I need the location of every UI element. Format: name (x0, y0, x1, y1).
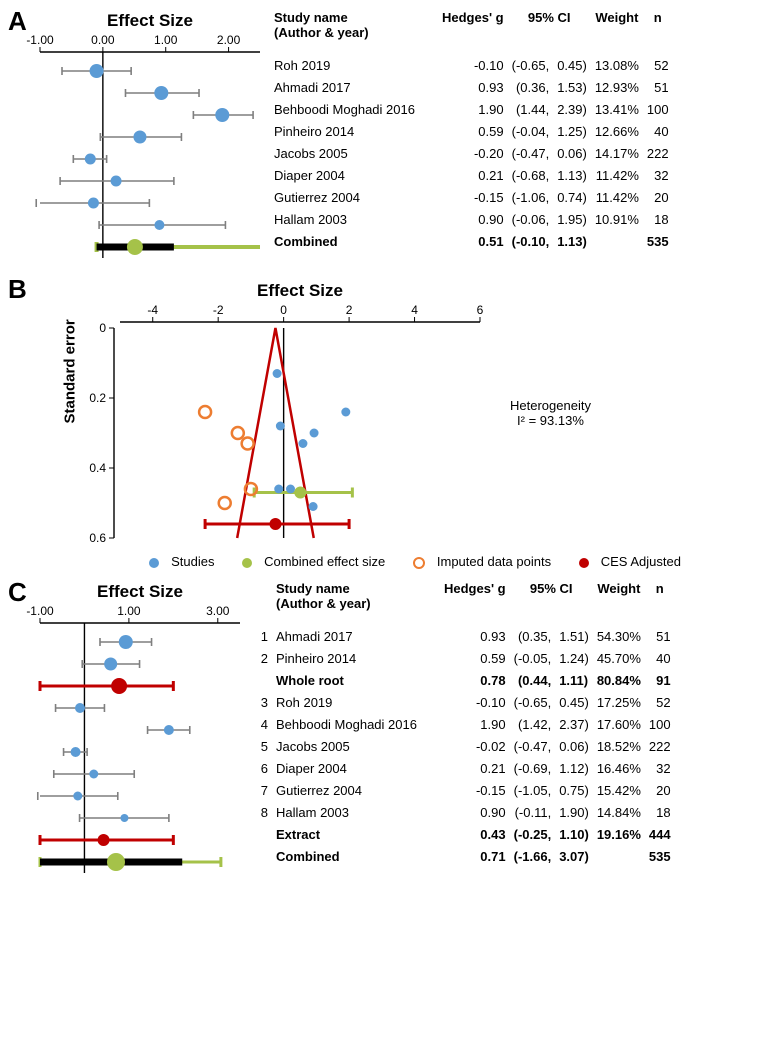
panel-b-label: B (8, 274, 27, 305)
hdr-hg-c: Hedges' g (440, 581, 510, 625)
svg-text:Effect Size: Effect Size (257, 281, 343, 300)
svg-text:0.00: 0.00 (91, 33, 115, 47)
svg-text:0.4: 0.4 (89, 461, 106, 475)
study-name: Extract (272, 823, 440, 845)
svg-text:2.00: 2.00 (217, 33, 241, 47)
hdr-ci-c: 95% CI (510, 581, 593, 625)
study-name: Whole root (272, 669, 440, 691)
panel-a: A Effect Size-1.000.001.002.00 Study nam… (10, 10, 770, 266)
study-name: Gutierrez 2004 (270, 186, 438, 208)
hdr-wt: Weight (591, 10, 643, 54)
svg-text:0: 0 (99, 321, 106, 335)
hdr-study-c: Study name(Author & year) (272, 581, 440, 625)
svg-text:Effect Size: Effect Size (107, 11, 193, 30)
panel-b-plot: Effect Size -4 -2 0 2 4 6 0 0.2 0.4 0.6 (80, 278, 490, 548)
study-name: Pinheiro 2014 (270, 120, 438, 142)
study-name: Ahmadi 2017 (270, 76, 438, 98)
hdr-wt-c: Weight (593, 581, 645, 625)
svg-text:Effect Size: Effect Size (97, 582, 183, 601)
svg-text:3.00: 3.00 (206, 604, 230, 618)
study-name: Ahmadi 2017 (272, 625, 440, 647)
panel-c: C Effect Size-1.001.003.00 Study name(Au… (10, 581, 770, 881)
hdr-study: Study name(Author & year) (270, 10, 438, 54)
study-name: Hallam 2003 (272, 801, 440, 823)
hdr-n: n (643, 10, 673, 54)
svg-text:0: 0 (280, 303, 287, 317)
study-name: Behboodi Moghadi 2016 (272, 713, 440, 735)
svg-text:4: 4 (411, 303, 418, 317)
panel-b-legend: Studies Combined effect size Imputed dat… (60, 554, 770, 569)
svg-text:1.00: 1.00 (117, 604, 141, 618)
panel-c-table: Study name(Author & year) Hedges' g 95% … (250, 581, 675, 867)
panel-a-plot: Effect Size -1.00 0.00 1.00 2.00 (10, 10, 270, 266)
study-name: Jacobs 2005 (270, 142, 438, 164)
study-name: Jacobs 2005 (272, 735, 440, 757)
svg-text:-2: -2 (213, 303, 224, 317)
svg-text:1.00: 1.00 (154, 33, 178, 47)
svg-text:2: 2 (346, 303, 353, 317)
panel-a-label: A (8, 6, 27, 37)
panel-a-table: Study name(Author & year) Hedges' g 95% … (270, 10, 673, 252)
study-name: Pinheiro 2014 (272, 647, 440, 669)
panel-b: B Standard error Effect Size-4-2024600.2… (60, 278, 770, 569)
panel-c-plot: Effect Size -1.00 1.00 3.00 (10, 581, 250, 881)
panel-b-het: Heterogeneity I² = 93.13% (510, 398, 591, 428)
svg-text:-1.00: -1.00 (26, 33, 54, 47)
hdr-n-c: n (645, 581, 675, 625)
study-name: Roh 2019 (270, 54, 438, 76)
svg-text:6: 6 (477, 303, 484, 317)
study-name: Behboodi Moghadi 2016 (270, 98, 438, 120)
study-name: Roh 2019 (272, 691, 440, 713)
study-name: Diaper 2004 (270, 164, 438, 186)
svg-text:-4: -4 (147, 303, 158, 317)
svg-text:-1.00: -1.00 (26, 604, 54, 618)
study-name: Hallam 2003 (270, 208, 438, 230)
panel-c-label: C (8, 577, 27, 608)
panel-b-ylabel: Standard error (62, 403, 79, 423)
study-name: Combined (272, 845, 440, 867)
study-name: Diaper 2004 (272, 757, 440, 779)
svg-text:0.2: 0.2 (89, 391, 106, 405)
hdr-ci: 95% CI (508, 10, 591, 54)
hdr-hg: Hedges' g (438, 10, 508, 54)
study-name: Gutierrez 2004 (272, 779, 440, 801)
svg-text:0.6: 0.6 (89, 531, 106, 545)
